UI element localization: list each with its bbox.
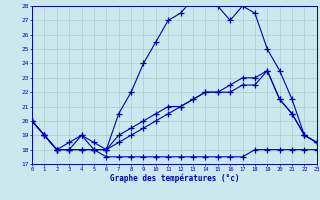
X-axis label: Graphe des températures (°c): Graphe des températures (°c) [110,173,239,183]
